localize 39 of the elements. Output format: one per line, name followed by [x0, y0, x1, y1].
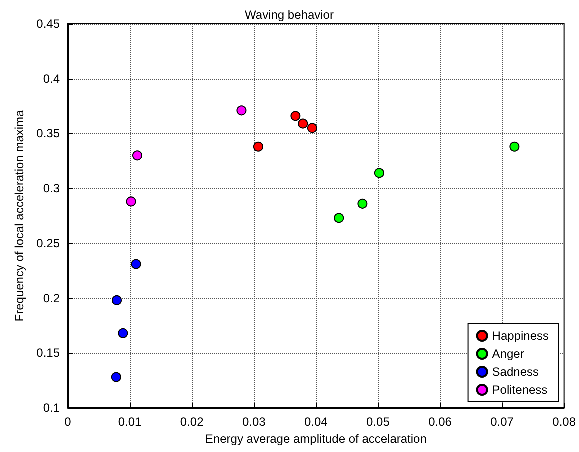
- y-tick-label: 0.1: [43, 401, 60, 415]
- legend-label: Sadness: [492, 365, 539, 379]
- legend-label: Anger: [492, 347, 524, 361]
- point: [290, 111, 301, 122]
- point: [111, 372, 122, 382]
- y-tick-label: 0.25: [36, 236, 60, 250]
- x-tick-label: 0.01: [118, 415, 142, 429]
- x-tick-label: 0.07: [490, 415, 514, 429]
- y-tick-label: 0.45: [36, 17, 60, 31]
- point: [236, 106, 247, 116]
- point: [253, 142, 264, 152]
- point: [334, 213, 344, 224]
- x-axis-title: Energy average amplitude of accelaration: [205, 432, 427, 446]
- x-tick-label: 0.05: [366, 415, 390, 429]
- point: [374, 168, 384, 178]
- point: [132, 150, 142, 161]
- point: [131, 259, 142, 270]
- point: [510, 142, 520, 152]
- x-tick-label: 0.03: [242, 415, 266, 429]
- legend-label: Happiness: [492, 329, 549, 343]
- y-tick-label: 0.15: [36, 346, 60, 360]
- y-tick-label: 0.4: [43, 72, 60, 86]
- y-tick-label: 0.2: [43, 291, 60, 306]
- x-tick-label: 0.04: [304, 415, 328, 429]
- point: [307, 123, 318, 134]
- point: [298, 118, 308, 129]
- point: [358, 198, 368, 209]
- y-tick-label: 0.3: [43, 182, 60, 196]
- chart-title: Waving behavior: [245, 8, 334, 22]
- legend-label: Politeness: [492, 383, 548, 397]
- x-tick-label: 0.02: [180, 415, 204, 429]
- point: [118, 328, 128, 338]
- x-tick-label: 0: [64, 415, 72, 429]
- point: [112, 295, 122, 306]
- x-tick-label: 0.08: [552, 415, 576, 429]
- y-axis-title: Frequency of local acceleration maxima: [12, 110, 27, 322]
- y-tick-label: 0.35: [36, 126, 60, 141]
- x-tick-label: 0.06: [428, 415, 452, 429]
- point: [126, 196, 136, 207]
